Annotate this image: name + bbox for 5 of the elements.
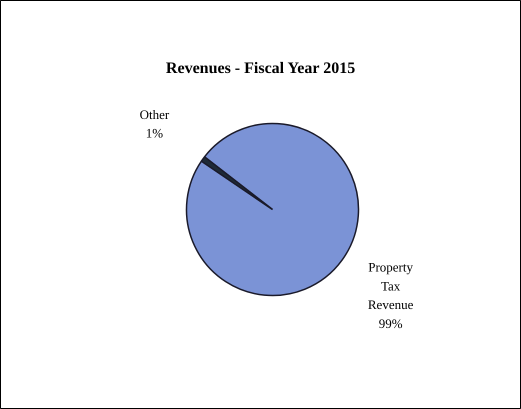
- slice-label: Other: [140, 106, 170, 122]
- chart-title: Revenues - Fiscal Year 2015: [166, 60, 356, 77]
- data-label: 1%: [146, 126, 164, 141]
- data-label: 99%: [378, 316, 403, 331]
- slice-label: Property Tax Revenue: [368, 260, 414, 312]
